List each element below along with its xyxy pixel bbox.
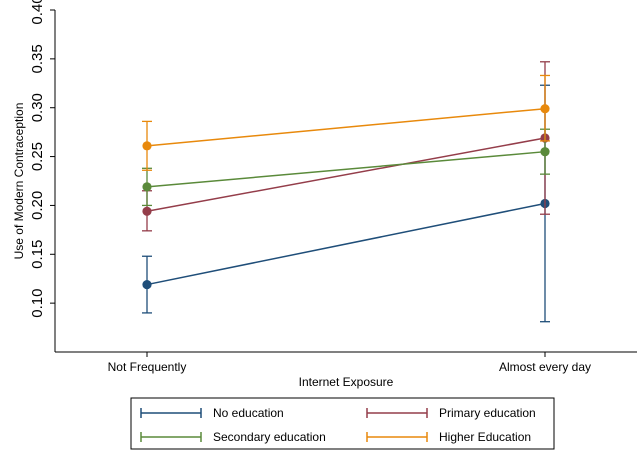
series-layer xyxy=(142,61,550,323)
data-point xyxy=(540,147,550,157)
data-point xyxy=(540,104,550,114)
x-tick-label: Not Frequently xyxy=(108,360,187,374)
data-point xyxy=(142,206,152,216)
series-line xyxy=(146,150,546,188)
x-axis-ticks: Not Frequently Almost every day xyxy=(108,352,591,374)
data-point xyxy=(142,279,152,290)
series-line xyxy=(146,137,546,213)
legend-label: Primary education xyxy=(439,406,536,420)
legend-label: Secondary education xyxy=(213,430,326,444)
y-tick-label: 0.40 xyxy=(29,0,46,25)
series-line xyxy=(146,107,546,147)
y-tick-label: 0.25 xyxy=(29,142,46,171)
x-tick-label: Almost every day xyxy=(499,360,591,374)
y-tick-label: 0.10 xyxy=(29,289,46,318)
data-point xyxy=(142,182,152,192)
y-tick-label: 0.15 xyxy=(29,240,46,269)
legend-label: Higher Education xyxy=(439,430,531,444)
y-tick-label: 0.30 xyxy=(29,93,46,122)
legend: No education Primary education Secondary e… xyxy=(130,397,555,450)
series-line xyxy=(146,202,546,286)
y-axis-label: Use of Modern Contraception xyxy=(12,103,26,260)
y-axis-ticks: 0.10 0.15 0.20 0.25 0.30 0.35 0.40 xyxy=(29,0,55,318)
series-group xyxy=(142,74,550,171)
y-tick-label: 0.35 xyxy=(29,44,46,73)
series-group xyxy=(142,128,550,207)
legend-label: No education xyxy=(213,406,284,420)
x-axis-label: Internet Exposure xyxy=(299,375,394,389)
y-tick-label: 0.20 xyxy=(29,191,46,220)
data-point xyxy=(142,141,152,151)
